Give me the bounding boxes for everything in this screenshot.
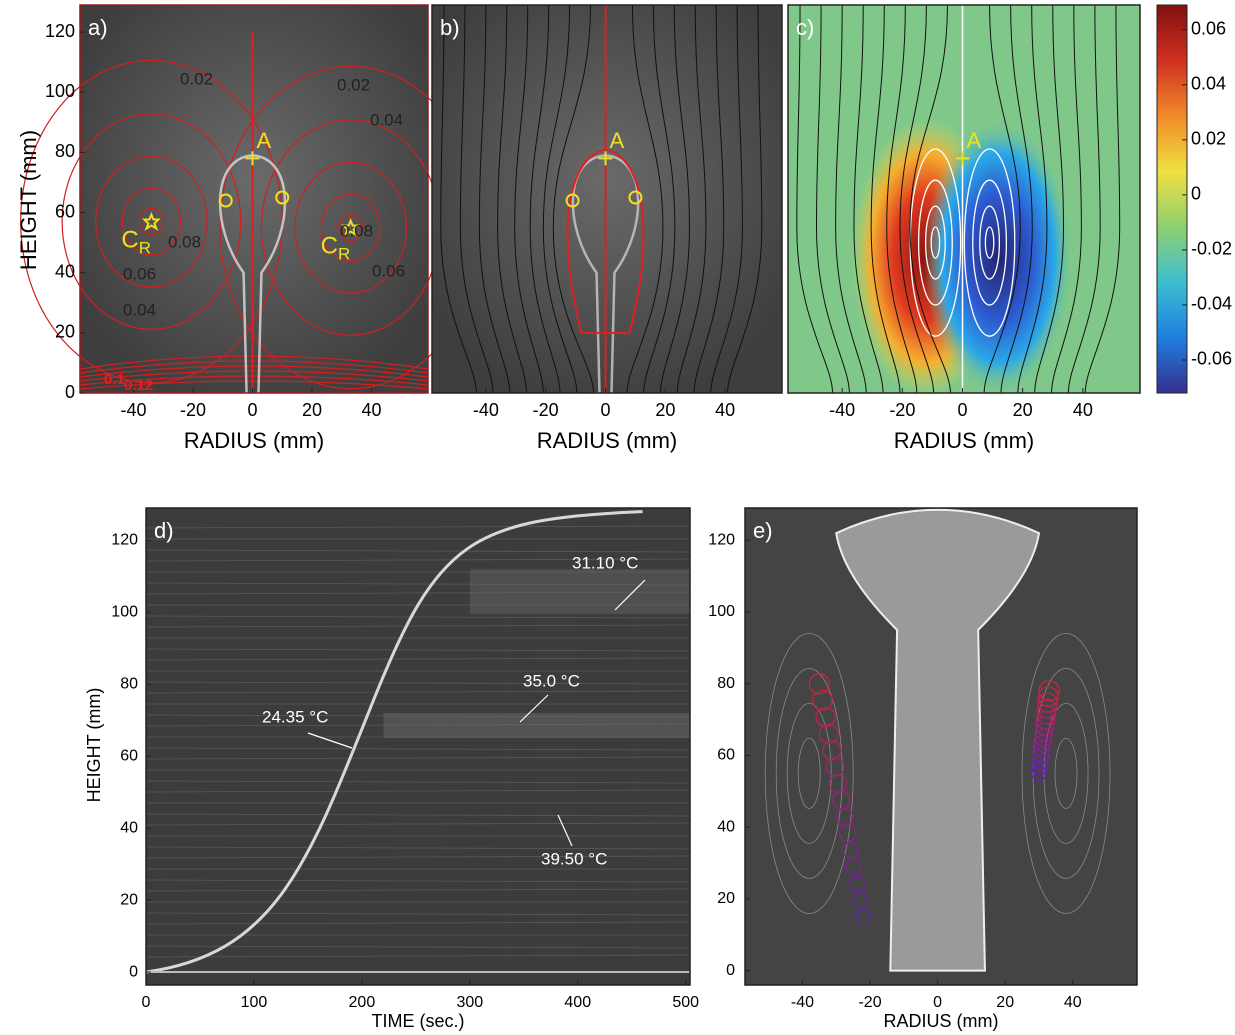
- x-tick-label: -20: [858, 994, 881, 1011]
- image-overlay: [745, 508, 1137, 985]
- annotation: 0.06: [372, 261, 405, 280]
- point-label: A: [257, 128, 272, 153]
- y-tick-label: 60: [717, 747, 735, 764]
- x-tick-label: 500: [672, 994, 699, 1011]
- y-tick-label: 20: [55, 322, 75, 342]
- x-tick-label: 40: [715, 400, 735, 420]
- point-subscript: R: [139, 239, 151, 258]
- y-tick-label: 100: [111, 604, 138, 621]
- panel-label: b): [440, 15, 460, 40]
- x-tick-label: 0: [248, 400, 258, 420]
- y-tick-label: 80: [120, 675, 138, 692]
- y-tick-label: 0: [129, 963, 138, 980]
- y-tick-label: 20: [717, 890, 735, 907]
- x-tick-label: 200: [349, 994, 376, 1011]
- y-tick-label: 40: [55, 261, 75, 281]
- annotation: 31.10 °C: [572, 553, 638, 572]
- annotation: 0.04: [370, 110, 403, 129]
- annotation: 0.12: [124, 377, 153, 394]
- y-tick-label: 80: [717, 675, 735, 692]
- annotation: 0.1: [104, 371, 125, 388]
- annotation: 24.35 °C: [262, 707, 328, 726]
- band: [383, 713, 690, 738]
- x-tick-label: -40: [473, 400, 499, 420]
- point-subscript: R: [338, 245, 350, 264]
- x-tick-label: -20: [180, 400, 206, 420]
- x-axis-label: RADIUS (mm): [894, 428, 1035, 453]
- x-tick-label: 400: [564, 994, 591, 1011]
- x-tick-label: 40: [361, 400, 381, 420]
- annotation: 35.0 °C: [523, 671, 580, 690]
- colorbar-tick-label: 0.04: [1191, 74, 1226, 94]
- point-name: C: [321, 233, 338, 260]
- colorbar-tick-label: -0.04: [1191, 294, 1232, 314]
- colorbar: [1157, 5, 1187, 393]
- annotation: 0.08: [168, 232, 201, 251]
- x-tick-label: -20: [533, 400, 559, 420]
- y-tick-label: 120: [45, 21, 75, 41]
- y-tick-label: 20: [120, 891, 138, 908]
- y-axis-label: HEIGHT (mm): [84, 688, 104, 803]
- point-label: A: [610, 128, 625, 153]
- colorbar-tick-label: 0.06: [1191, 19, 1226, 39]
- panel-label: a): [88, 15, 108, 40]
- x-tick-label: -40: [791, 994, 814, 1011]
- y-axis-label: HEIGHT (mm): [16, 130, 41, 270]
- annotation: 0.02: [337, 75, 370, 94]
- colorbar-tick-label: -0.06: [1191, 349, 1232, 369]
- annotation: 0.08: [340, 221, 373, 240]
- x-tick-label: -20: [889, 400, 915, 420]
- band: [470, 569, 690, 614]
- x-axis-label: TIME (sec.): [372, 1011, 465, 1031]
- y-tick-label: 100: [708, 603, 735, 620]
- x-tick-label: 20: [996, 994, 1014, 1011]
- x-axis-label: RADIUS (mm): [884, 1011, 999, 1031]
- x-tick-label: -40: [829, 400, 855, 420]
- x-tick-label: 20: [655, 400, 675, 420]
- x-tick-label: 20: [1013, 400, 1033, 420]
- y-tick-label: 80: [55, 141, 75, 161]
- colorbar-tick-label: 0: [1191, 184, 1201, 204]
- panel-label: e): [753, 518, 773, 543]
- x-tick-label: 0: [142, 994, 151, 1011]
- x-tick-label: 300: [456, 994, 483, 1011]
- annotation: 39.50 °C: [541, 849, 607, 868]
- y-tick-label: 120: [708, 531, 735, 548]
- x-tick-label: 40: [1064, 994, 1082, 1011]
- y-tick-label: 40: [120, 819, 138, 836]
- annotation: 0.06: [123, 264, 156, 283]
- colorbar-tick-label: -0.02: [1191, 239, 1232, 259]
- x-tick-label: 40: [1073, 400, 1093, 420]
- x-tick-label: 20: [302, 400, 322, 420]
- y-tick-label: 40: [717, 818, 735, 835]
- figure: a)-40-2002040020406080100120RADIUS (mm)H…: [0, 0, 1235, 1035]
- colorbar-tick-label: 0.02: [1191, 129, 1226, 149]
- image-overlay: [146, 508, 690, 985]
- annotation: 0.02: [180, 69, 213, 88]
- y-tick-label: 120: [111, 532, 138, 549]
- point-label: A: [966, 128, 981, 153]
- panel-label: c): [796, 15, 814, 40]
- x-tick-label: 0: [600, 400, 610, 420]
- x-tick-label: 0: [933, 994, 942, 1011]
- point-name: C: [121, 227, 138, 254]
- y-tick-label: 60: [55, 201, 75, 221]
- y-tick-label: 0: [726, 962, 735, 979]
- annotation: 0.04: [123, 300, 156, 319]
- y-tick-label: 60: [120, 747, 138, 764]
- x-tick-label: 0: [957, 400, 967, 420]
- panel-label: d): [154, 518, 174, 543]
- x-axis-label: RADIUS (mm): [184, 428, 325, 453]
- x-axis-label: RADIUS (mm): [537, 428, 678, 453]
- x-tick-label: 100: [241, 994, 268, 1011]
- image-background: [80, 5, 428, 393]
- y-tick-label: 100: [45, 81, 75, 101]
- y-tick-label: 0: [65, 382, 75, 402]
- x-tick-label: -40: [121, 400, 147, 420]
- image-overlay: [788, 5, 1140, 398]
